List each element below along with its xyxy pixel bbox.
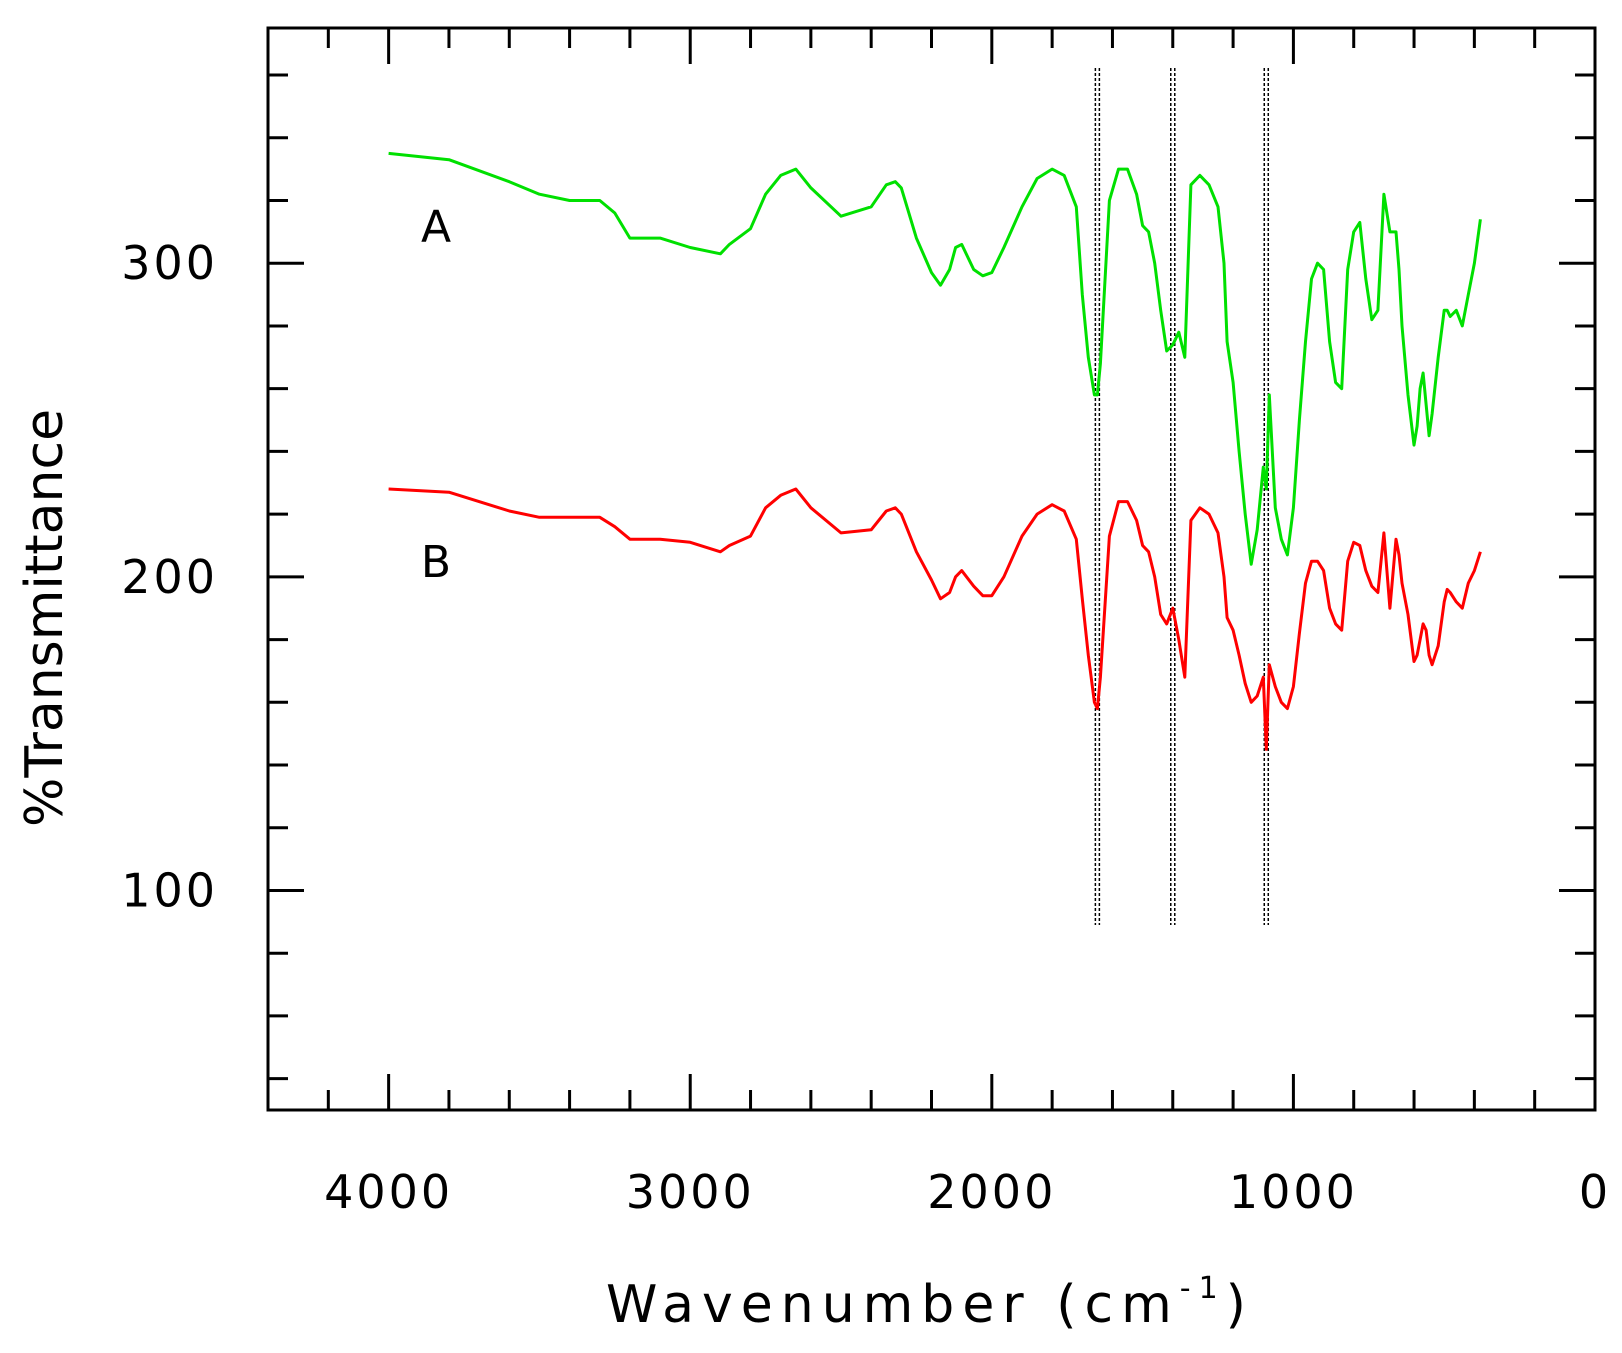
y-tick-label: 100: [121, 863, 218, 917]
x-tick-label: 0: [1579, 1165, 1611, 1219]
series-group: [388, 151, 1482, 751]
x-tick-label: 4000: [324, 1165, 453, 1219]
x-axis-title-main: Wavenumber (cm: [606, 1275, 1180, 1335]
y-tick-label: 300: [121, 236, 218, 290]
y-axis-title: %Transmittance: [15, 409, 75, 827]
x-axis-title-close: ): [1226, 1275, 1254, 1335]
x-tick-label: 1000: [1229, 1165, 1358, 1219]
series-label-b: B: [421, 537, 451, 588]
x-tick-label: 2000: [927, 1165, 1056, 1219]
x-tick-labels: 4000 3000 2000 1000 0: [324, 1165, 1611, 1219]
series-labels: AB: [421, 201, 451, 588]
series-line-a: [388, 151, 1482, 566]
x-axis-title: Wavenumber (cm-1): [606, 1271, 1254, 1335]
axis-ticks: [268, 28, 1597, 1110]
series-line-b: [388, 487, 1482, 751]
vertical-markers: [1094, 68, 1270, 925]
y-tick-label: 200: [121, 550, 218, 604]
x-axis-title-superscript: -1: [1180, 1271, 1226, 1306]
x-tick-label: 3000: [626, 1165, 755, 1219]
series-label-a: A: [421, 201, 451, 252]
plot-frame: [266, 26, 1597, 1112]
y-tick-labels: 100 200 300: [121, 236, 218, 917]
